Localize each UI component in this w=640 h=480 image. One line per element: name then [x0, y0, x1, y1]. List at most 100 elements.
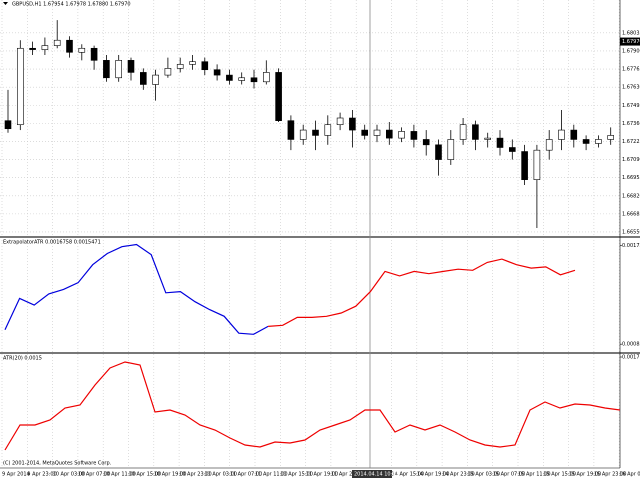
x-tick-label: 16 Apr 03:00 — [619, 472, 640, 478]
x-tick-label: 10 Apr 07:00 — [78, 472, 111, 478]
candle-body — [66, 39, 73, 53]
y-tick-label: 0.0017 — [622, 355, 640, 361]
last-price-label: 1.67970 — [622, 39, 640, 45]
candle-body — [324, 124, 332, 136]
y-tick-label: 1.66955 — [622, 175, 640, 181]
candle-body — [16, 47, 24, 126]
candle-body — [176, 64, 184, 69]
y-tick-label: 1.67090 — [622, 157, 640, 163]
x-tick-label: 14 Apr 19:00 — [417, 472, 450, 478]
candle-body — [472, 124, 479, 140]
candle-body — [250, 77, 258, 83]
x-tick-label: 15 Apr 11:00 — [518, 472, 551, 478]
candle-body — [164, 68, 172, 76]
y-tick-label: 1.67900 — [622, 48, 640, 54]
candle-body — [53, 39, 61, 46]
indicator-line — [4, 243, 269, 335]
candle-body — [459, 124, 467, 140]
candle-body — [607, 135, 615, 140]
candle-body — [312, 129, 319, 136]
y-tick-label: 0.001729 — [622, 243, 640, 249]
x-tick-label: 9 Apr 2014 — [2, 472, 30, 478]
candle-body — [361, 129, 369, 136]
candle-body — [115, 60, 122, 79]
candle-body — [103, 60, 110, 79]
candle-body — [373, 129, 381, 136]
x-tick-label: 10 Apr 19:00 — [154, 472, 187, 478]
candle-body — [90, 47, 98, 61]
y-tick-label: 1.66685 — [622, 211, 640, 217]
y-tick-label: 1.67225 — [622, 139, 640, 145]
y-tick-label: 1.66820 — [622, 193, 640, 199]
candle-body — [201, 61, 209, 71]
candle-body — [508, 147, 516, 152]
candle-body — [4, 120, 12, 130]
y-tick-label: 0.000852 — [622, 342, 640, 348]
x-tick-label: 15 Apr 07:00 — [493, 472, 526, 478]
candle-body — [262, 72, 270, 83]
x-tick-label: 9 Apr 23:00 — [27, 472, 56, 478]
copyright: (C) 2001-2014, MetaQuotes Software Corp. — [3, 461, 112, 467]
indicator-title: ExtrapolatorATR 0.0016758 0.0015471 — [3, 240, 101, 246]
y-tick-label: 1.67360 — [622, 121, 640, 127]
candle-body — [29, 47, 36, 50]
x-tick-label: 11 Apr 19:00 — [306, 472, 339, 478]
x-tick-label: 15 Apr 03:00 — [467, 472, 500, 478]
candle-body — [484, 137, 492, 140]
candle-body — [558, 129, 565, 140]
candle-body — [299, 129, 307, 140]
candle-body — [533, 149, 541, 180]
candle-body — [496, 137, 504, 148]
x-tick-label: 10 Apr 15:00 — [129, 472, 162, 478]
x-tick-label: 14 Apr 23:00 — [442, 472, 475, 478]
candle-body — [127, 60, 135, 73]
candle-body — [545, 139, 553, 151]
y-tick-label: 1.67765 — [622, 67, 640, 73]
candle-body — [189, 61, 196, 65]
candle-body — [398, 131, 405, 139]
marks — [4, 20, 621, 451]
candle-body — [582, 139, 590, 144]
y-tick-label: 1.66550 — [622, 229, 640, 235]
indicator-title: ATR(20) 0.0015 — [3, 356, 42, 362]
x-tick-label: 14 Apr 15:00 — [392, 472, 425, 478]
candle-body — [41, 45, 49, 50]
x-tick-label: 15 Apr 23:00 — [594, 472, 627, 478]
crosshair-label-bg — [352, 470, 392, 478]
candle-body — [336, 117, 344, 126]
candle-body — [226, 74, 233, 81]
menu-arrow — [3, 2, 8, 5]
last-price-box — [620, 37, 640, 46]
candle-body — [349, 117, 356, 131]
x-tick-label: 15 Apr 15:00 — [543, 472, 576, 478]
candle-body — [385, 129, 393, 139]
chart-title: GBPUSD,H1 1.67954 1.67978 1.67880 1.6797… — [12, 2, 131, 8]
candle-body — [238, 77, 245, 81]
candle-body — [435, 144, 442, 160]
candle-body — [595, 139, 602, 144]
y-tick-label: 1.67495 — [622, 103, 640, 109]
candle-body — [410, 131, 418, 140]
candle-body — [422, 139, 430, 146]
y-tick-label: 1.67630 — [622, 85, 640, 91]
x-tick-label: 11 Apr 07:00 — [230, 472, 263, 478]
candle-body — [275, 72, 282, 121]
x-tick-label: 10 Apr 23:00 — [179, 472, 212, 478]
candle-body — [152, 74, 159, 85]
candle-body — [78, 47, 86, 53]
candle-body — [287, 120, 295, 140]
x-tick-label: 11 Apr 03:00 — [204, 472, 237, 478]
candle-body — [570, 129, 578, 140]
candle-body — [213, 69, 221, 76]
x-tick-label: 11 Apr 23:00 — [331, 472, 364, 478]
x-tick-label: 15 Apr 19:00 — [569, 472, 602, 478]
y-tick-label: 1.68035 — [622, 30, 640, 36]
grid — [0, 0, 620, 468]
x-tick-label: 11 Apr 15:00 — [280, 472, 313, 478]
candle-body — [521, 151, 528, 180]
indicator-line — [4, 361, 621, 451]
candle-body — [140, 72, 147, 85]
x-tick-label: 11 Apr 11:00 — [255, 472, 288, 478]
candle-body — [447, 139, 455, 160]
